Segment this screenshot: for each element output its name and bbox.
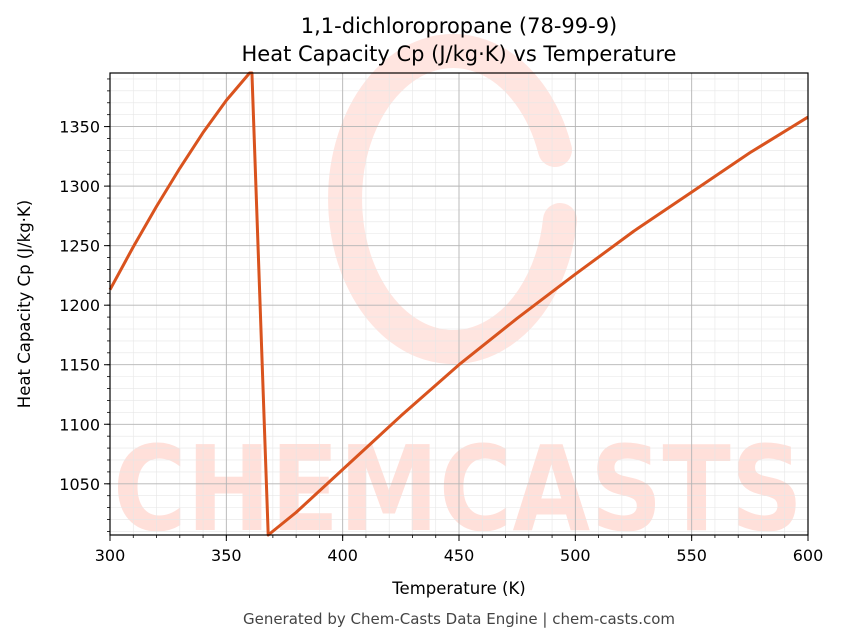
x-tick-label: 400 (327, 546, 358, 565)
x-axis-label: Temperature (K) (391, 579, 525, 598)
x-tick-label: 350 (211, 546, 242, 565)
axis-ticks (104, 78, 809, 541)
x-tick-label: 500 (560, 546, 591, 565)
chart-title: 1,1-dichloropropane (78-99-9) (301, 14, 618, 38)
y-tick-label: 1250 (59, 237, 100, 256)
x-tick-label: 450 (444, 546, 475, 565)
watermark-text: CHEMCASTS (113, 420, 803, 558)
y-tick-label: 1050 (59, 475, 100, 494)
watermark: CHEMCASTS (113, 34, 803, 558)
series-line (108, 71, 809, 537)
y-tick-label: 1150 (59, 356, 100, 375)
y-tick-label: 1350 (59, 118, 100, 137)
footer-credit: Generated by Chem-Casts Data Engine | ch… (243, 610, 675, 628)
y-axis-label: Heat Capacity Cp (J/kg·K) (15, 200, 34, 408)
y-tick-label: 1300 (59, 177, 100, 196)
y-tick-label: 1100 (59, 415, 100, 434)
y-tick-labels: 1050 1100 1150 1200 1250 1300 1350 (59, 118, 100, 494)
chart-subtitle: Heat Capacity Cp (J/kg·K) vs Temperature (242, 42, 677, 66)
x-tick-label: 550 (676, 546, 707, 565)
y-tick-label: 1200 (59, 296, 100, 315)
x-tick-label: 300 (95, 546, 126, 565)
x-tick-label: 600 (793, 546, 824, 565)
x-tick-labels: 300 350 400 450 500 550 600 (95, 546, 824, 565)
watermark-logo (328, 34, 577, 364)
